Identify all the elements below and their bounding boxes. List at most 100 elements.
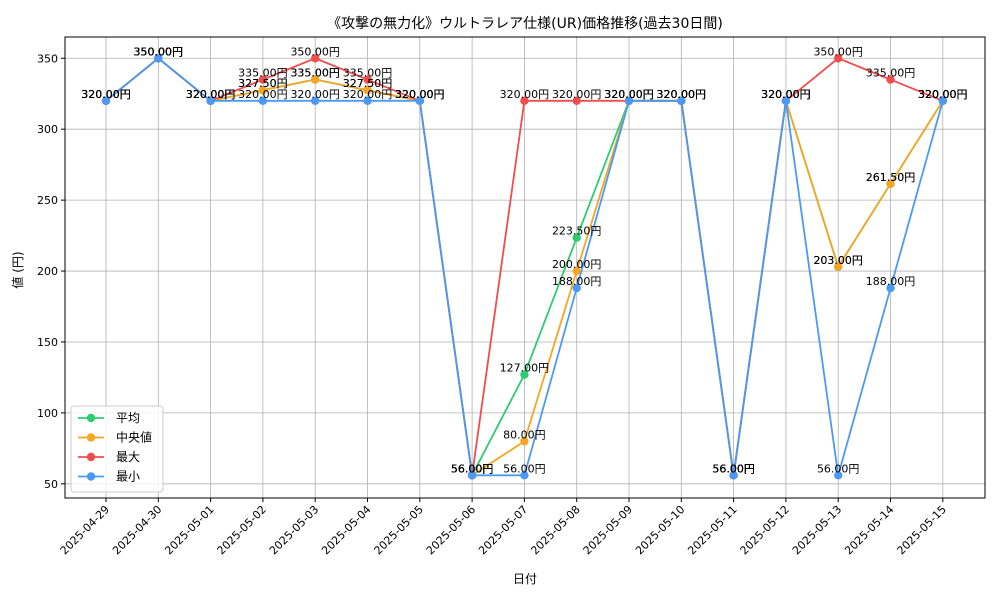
- data-point: [520, 370, 529, 379]
- data-point: [311, 96, 320, 106]
- data-point: [258, 96, 268, 106]
- data-label: 335.00円: [290, 67, 340, 80]
- data-label: 320.00円: [81, 88, 131, 101]
- series-layer: [101, 54, 947, 480]
- data-label: 320.00円: [761, 88, 811, 101]
- data-point: [572, 266, 581, 276]
- data-point: [467, 471, 477, 480]
- data-label: 56.00円: [817, 462, 860, 475]
- data-label: 320.00円: [657, 88, 707, 101]
- data-label: 320.00円: [657, 88, 707, 101]
- data-label: 335.00円: [866, 67, 916, 80]
- legend-marker: [86, 413, 96, 423]
- data-point: [363, 75, 372, 84]
- data-label: 320.00円: [604, 88, 654, 101]
- data-label: 320.00円: [500, 88, 550, 101]
- data-label: 56.00円: [451, 462, 494, 475]
- data-label: 320.00円: [657, 88, 707, 101]
- legend-box: [70, 405, 164, 493]
- data-point: [834, 262, 843, 271]
- data-label: 327.50円: [238, 77, 288, 90]
- data-label: 320.00円: [81, 88, 131, 101]
- data-label: 320.00円: [761, 88, 811, 101]
- data-label: 320.00円: [761, 88, 811, 101]
- data-label: 56.00円: [451, 462, 494, 475]
- y-tick-label: 350: [37, 52, 58, 65]
- y-tick-label: 200: [37, 265, 58, 278]
- data-point: [311, 75, 320, 84]
- data-label: 80.00円: [503, 428, 546, 441]
- data-point: [363, 96, 372, 106]
- x-axis-label: 日付: [513, 572, 537, 586]
- data-label: 350.00円: [134, 45, 184, 58]
- y-tick-label: 150: [37, 336, 58, 349]
- data-label: 203.00円: [813, 254, 863, 267]
- data-point: [572, 233, 581, 242]
- data-label: 127.00円: [500, 362, 550, 375]
- data-label: 320.00円: [918, 88, 968, 101]
- data-label: 327.50円: [238, 77, 288, 90]
- data-label: 203.00円: [813, 254, 863, 267]
- data-label: 320.00円: [604, 88, 654, 101]
- data-point: [520, 437, 529, 446]
- data-label: 320.00円: [186, 88, 236, 101]
- data-point: [206, 96, 215, 106]
- y-tick-label: 50: [44, 478, 58, 491]
- data-point: [886, 75, 895, 84]
- data-point: [886, 179, 895, 189]
- legend-marker: [86, 472, 96, 481]
- chart-title: 《攻撃の無力化》ウルトラレア仕様(UR)価格推移(過去30日間): [327, 16, 723, 32]
- y-axis-label: 値 (円): [10, 251, 25, 288]
- data-label: 350.00円: [290, 45, 340, 58]
- legend-marker: [86, 433, 96, 442]
- y-tick-label: 300: [37, 123, 58, 136]
- data-point: [363, 85, 372, 95]
- data-point: [834, 54, 843, 63]
- data-label: 320.00円: [552, 88, 602, 101]
- data-point: [311, 54, 320, 63]
- data-point: [729, 471, 738, 480]
- data-label: 320.00円: [238, 88, 288, 101]
- data-point: [572, 283, 581, 293]
- legend-label: 最大: [116, 450, 140, 464]
- data-label: 188.00円: [552, 275, 602, 288]
- data-label: 350.00円: [813, 45, 863, 58]
- data-label: 320.00円: [186, 88, 236, 101]
- data-label: 320.00円: [81, 88, 131, 101]
- data-point: [258, 75, 268, 84]
- data-label: 56.00円: [503, 462, 546, 475]
- data-label: 335.00円: [343, 67, 393, 80]
- data-label: 56.00円: [712, 462, 755, 475]
- data-label: 223.50円: [552, 225, 602, 238]
- data-label: 320.00円: [657, 88, 707, 101]
- data-label: 320.00円: [395, 88, 445, 101]
- data-label: 261.50円: [866, 171, 916, 184]
- data-label: 320.00円: [290, 88, 340, 101]
- plot-frame: [64, 36, 986, 499]
- data-point: [520, 471, 529, 480]
- legend-label: 最小: [116, 470, 140, 484]
- data-label: 56.00円: [712, 462, 755, 475]
- data-label: 320.00円: [604, 88, 654, 101]
- data-label: 188.00円: [866, 275, 916, 288]
- data-label: 320.00円: [186, 88, 236, 101]
- data-label: 261.50円: [866, 171, 916, 184]
- data-label: 320.00円: [604, 88, 654, 101]
- data-label: 350.00円: [134, 45, 184, 58]
- data-label-layer: 320.00円350.00円320.00円327.50円335.00円327.5…: [81, 45, 967, 475]
- data-label: 320.00円: [343, 88, 393, 101]
- data-label: 320.00円: [918, 88, 968, 101]
- data-point: [886, 283, 895, 293]
- data-label: 327.50円: [343, 77, 393, 90]
- data-label: 320.00円: [186, 88, 236, 101]
- data-label: 200.00円: [552, 258, 602, 271]
- data-point: [520, 96, 529, 106]
- data-label: 335.00円: [238, 67, 288, 80]
- y-tick-label: 250: [37, 194, 58, 207]
- data-label: 320.00円: [918, 88, 968, 101]
- data-label: 320.00円: [761, 88, 811, 101]
- data-label: 320.00円: [395, 88, 445, 101]
- data-label: 56.00円: [712, 462, 755, 475]
